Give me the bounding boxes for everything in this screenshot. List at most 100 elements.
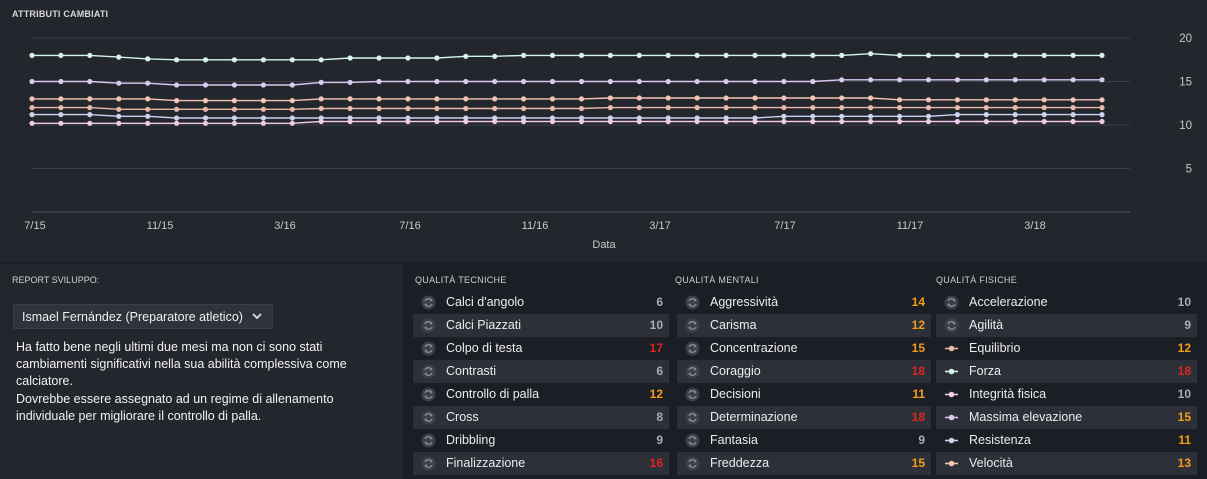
- swap-arrows-icon: [944, 318, 959, 333]
- data-point: [260, 82, 266, 88]
- data-point: [925, 97, 932, 103]
- data-point: [954, 77, 961, 83]
- data-point: [752, 78, 758, 85]
- data-point: [578, 118, 585, 125]
- attribute-row[interactable]: Decisioni 11: [677, 383, 931, 406]
- attribute-row[interactable]: Concentrazione 15: [677, 337, 931, 360]
- data-point: [752, 52, 758, 59]
- attribute-row[interactable]: Aggressività 14: [677, 291, 931, 314]
- data-point: [925, 77, 932, 83]
- data-point: [145, 106, 151, 112]
- data-point: [925, 105, 932, 111]
- data-point: [810, 113, 816, 119]
- series-line: [32, 106, 1102, 111]
- attribute-row[interactable]: Finalizzazione 16: [413, 452, 669, 475]
- data-point: [87, 78, 93, 85]
- attribute-list: Accelerazione 10 Agilità 9 Equilibrio 12 Forza…: [936, 291, 1197, 475]
- attribute-value: 8: [656, 410, 663, 424]
- column-title: QUALITÀ TECNICHE: [415, 275, 507, 285]
- data-point: [318, 79, 324, 85]
- attribute-row[interactable]: Controllo di palla 12: [413, 383, 669, 406]
- series-line: [32, 52, 1102, 61]
- attribute-list: Calci d'angolo 6 Calci Piazzati 10 Colpo di …: [413, 291, 669, 475]
- data-point: [1070, 118, 1076, 125]
- data-point: [810, 52, 816, 59]
- attribute-row[interactable]: Equilibrio 12: [936, 337, 1197, 360]
- report-paragraph-2: Dovrebbe essere assegnato ad un regime d…: [16, 391, 334, 423]
- data-point: [578, 78, 585, 85]
- development-report-panel: REPORT SVILUPPO: Ismael Fernández (Prepa…: [0, 264, 403, 479]
- data-point: [1041, 112, 1047, 118]
- attribute-value: 15: [911, 456, 925, 470]
- attribute-row[interactable]: Massima elevazione 15: [936, 406, 1197, 429]
- data-point: [405, 78, 411, 85]
- report-paragraph-1: Ha fatto bene negli ultimi due mesi ma n…: [16, 340, 347, 389]
- attribute-row[interactable]: Integrità fisica 10: [936, 383, 1197, 406]
- attribute-value: 6: [656, 295, 663, 309]
- attributes-line-chart: 20 15 10 5 7/15 11/15 3/16 7/16 11/16 3/17 7/17 11/…: [24, 33, 1192, 251]
- attribute-row[interactable]: Accelerazione 10: [936, 291, 1197, 314]
- data-point: [925, 118, 932, 125]
- attribute-value: 10: [1177, 387, 1191, 401]
- attribute-name: Fantasia: [710, 433, 758, 447]
- coach-dropdown[interactable]: Ismael Fernández (Preparatore atletico): [13, 304, 273, 329]
- attribute-row[interactable]: Contrasti 6: [413, 360, 669, 383]
- data-point: [1012, 118, 1018, 125]
- data-point: [174, 57, 180, 63]
- swap-arrows-icon: [685, 387, 700, 402]
- attribute-row[interactable]: Calci d'angolo 6: [413, 291, 669, 314]
- attribute-row[interactable]: Velocità 13: [936, 452, 1197, 475]
- attribute-name: Finalizzazione: [446, 456, 526, 470]
- attribute-value: 11: [1178, 433, 1191, 447]
- attribute-row[interactable]: Resistenza 11: [936, 429, 1197, 452]
- attribute-row[interactable]: Agilità 9: [936, 314, 1197, 337]
- data-point: [983, 52, 989, 59]
- data-point: [665, 118, 671, 125]
- attribute-row[interactable]: Coraggio 18: [677, 360, 931, 383]
- x-tick-label: 3/18: [1024, 220, 1045, 232]
- data-point: [521, 52, 527, 59]
- data-point: [347, 118, 353, 125]
- x-tick-label: 3/17: [649, 220, 670, 232]
- data-point: [376, 96, 382, 102]
- data-point: [897, 118, 903, 125]
- attribute-row[interactable]: Freddezza 15: [677, 452, 931, 475]
- attribute-name: Massima elevazione: [969, 410, 1083, 424]
- data-point: [723, 118, 729, 125]
- attribute-row[interactable]: Colpo di testa 17: [413, 337, 669, 360]
- data-point: [434, 55, 440, 61]
- data-point: [289, 120, 295, 126]
- data-point: [347, 96, 353, 102]
- data-point: [492, 53, 498, 59]
- data-point: [58, 105, 64, 111]
- data-point: [1041, 52, 1047, 59]
- data-point: [1099, 52, 1105, 59]
- x-axis-label: Data: [592, 239, 616, 251]
- data-point: [463, 96, 469, 102]
- data-point: [1012, 77, 1018, 83]
- data-point: [492, 118, 498, 125]
- data-point: [521, 96, 527, 102]
- swap-arrows-icon: [685, 364, 700, 379]
- data-point: [781, 113, 787, 119]
- data-point: [607, 105, 614, 111]
- attribute-row[interactable]: Forza 18: [936, 360, 1197, 383]
- attribute-name: Integrità fisica: [969, 387, 1047, 401]
- data-point: [347, 105, 353, 112]
- data-point: [87, 105, 93, 111]
- attribute-row[interactable]: Carisma 12: [677, 314, 931, 337]
- data-point: [810, 105, 816, 111]
- data-point: [231, 98, 237, 104]
- attribute-row[interactable]: Fantasia 9: [677, 429, 931, 452]
- attribute-value: 11: [912, 387, 925, 401]
- data-point: [174, 106, 180, 112]
- attribute-row[interactable]: Determinazione 18: [677, 406, 931, 429]
- swap-arrows-icon: [421, 433, 436, 448]
- attribute-row[interactable]: Cross 8: [413, 406, 669, 429]
- attribute-row[interactable]: Calci Piazzati 10: [413, 314, 669, 337]
- legend-line-icon: [945, 414, 958, 421]
- attribute-name: Accelerazione: [969, 295, 1048, 309]
- data-point: [897, 97, 903, 103]
- attribute-row[interactable]: Dribbling 9: [413, 429, 669, 452]
- column-title: QUALITÀ MENTALI: [675, 275, 759, 285]
